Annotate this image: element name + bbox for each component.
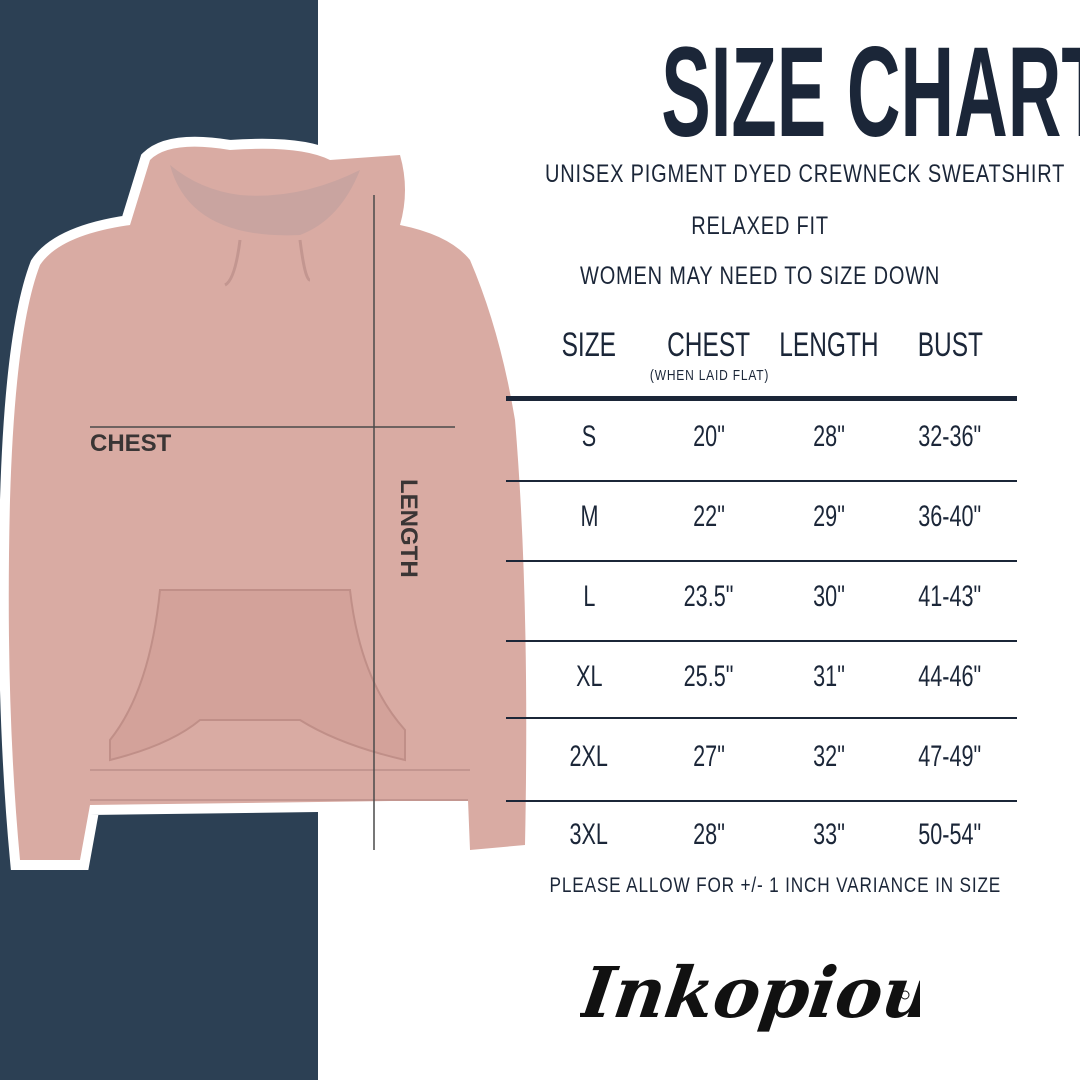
cell-bust: 32-36" [918,420,982,453]
variance-note: PLEASE ALLOW FOR +/- 1 INCH VARIANCE IN … [549,874,1002,897]
inkopious-logo: Inkopious [580,951,920,1034]
cell-chest: 23.5" [684,580,734,613]
cell-size: L [582,580,596,613]
header-length: LENGTH [779,326,879,364]
row-divider [506,717,1017,719]
cell-chest: 28" [693,818,725,851]
svg-text:Inkopious: Inkopious [580,951,920,1034]
page-title: SIZE CHART [661,21,1080,164]
cell-bust: 44-46" [918,660,982,693]
cell-size: 3XL [569,818,609,851]
cell-bust: 47-49" [918,740,982,773]
length-label: LENGTH [395,479,422,578]
header-size: SIZE [561,326,617,364]
cell-size: S [581,420,597,453]
cell-length: 33" [813,818,845,851]
chest-label: CHEST [90,430,172,457]
cell-bust: 50-54" [918,818,982,851]
subtitle: UNISEX PIGMENT DYED CREWNECK SWEATSHIRT [545,160,1066,188]
cell-chest: 20" [693,420,725,453]
row-divider [506,480,1017,482]
cell-size: 2XL [569,740,609,773]
advice-text: WOMEN MAY NEED TO SIZE DOWN [579,262,941,290]
cell-chest: 22" [693,500,725,533]
header-chest: CHEST [667,326,751,364]
cell-length: 29" [813,500,845,533]
cell-length: 30" [813,580,845,613]
hoodie-image [0,136,537,870]
cell-bust: 41-43" [918,580,982,613]
row-divider [506,560,1017,562]
cell-length: 32" [813,740,845,773]
row-divider [506,640,1017,642]
fit-text: RELAXED FIT [691,212,829,240]
cell-bust: 36-40" [918,500,982,533]
chest-note: (WHEN LAID FLAT) [650,367,770,384]
cell-size: M [580,500,598,533]
cell-chest: 27" [693,740,725,773]
header-divider [506,396,1017,401]
cell-length: 31" [813,660,845,693]
row-divider [506,800,1017,802]
cell-length: 28" [813,420,845,453]
cell-size: XL [575,660,603,693]
header-bust: BUST [917,326,983,364]
cell-chest: 25.5" [684,660,734,693]
